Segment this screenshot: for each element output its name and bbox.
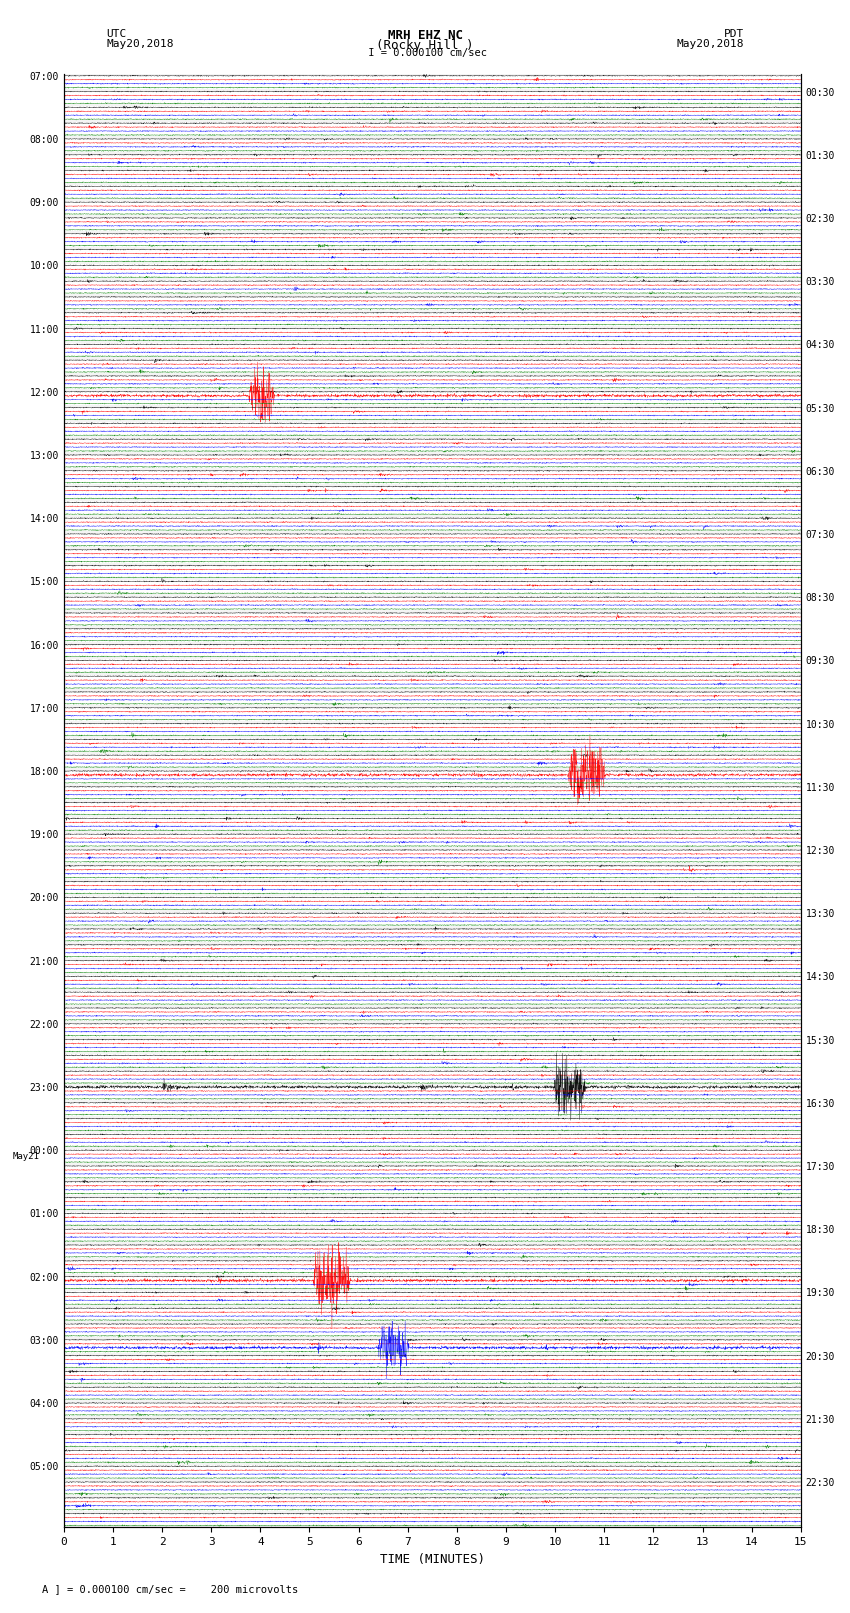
Text: May20,2018: May20,2018 <box>677 39 744 48</box>
Text: PDT: PDT <box>723 29 744 39</box>
Text: (Rocky Hill ): (Rocky Hill ) <box>377 39 473 52</box>
Text: MRH EHZ NC: MRH EHZ NC <box>388 29 462 42</box>
Text: I = 0.000100 cm/sec: I = 0.000100 cm/sec <box>362 48 488 58</box>
X-axis label: TIME (MINUTES): TIME (MINUTES) <box>380 1553 484 1566</box>
Text: May20,2018: May20,2018 <box>106 39 173 48</box>
Text: A ] = 0.000100 cm/sec =    200 microvolts: A ] = 0.000100 cm/sec = 200 microvolts <box>42 1584 298 1594</box>
Text: May21: May21 <box>13 1152 39 1161</box>
Text: UTC: UTC <box>106 29 127 39</box>
